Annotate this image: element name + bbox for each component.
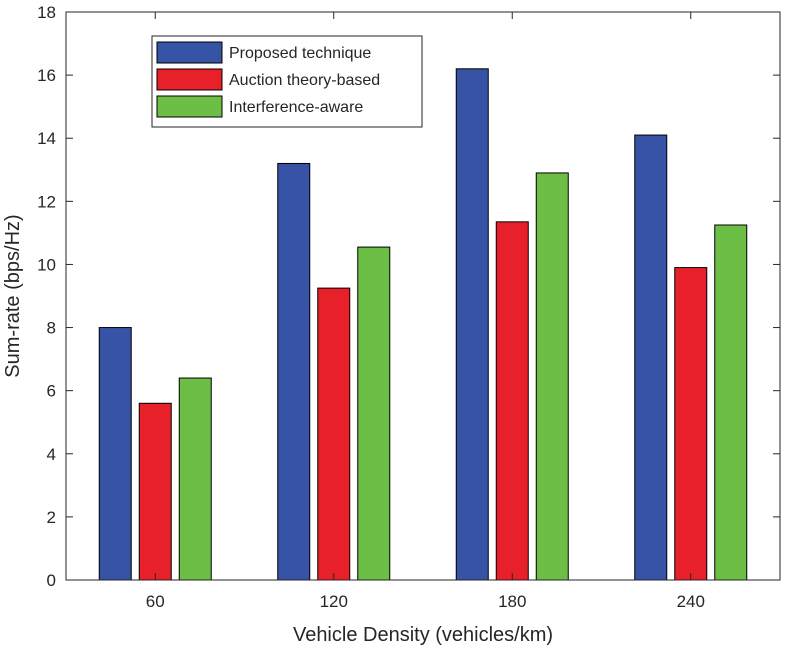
y-tick-label: 4 (47, 445, 56, 464)
legend-label-proposed-technique: Proposed technique (229, 45, 371, 62)
x-tick-label: 180 (498, 592, 526, 611)
x-tick-label: 240 (677, 592, 705, 611)
x-axis-label: Vehicle Density (vehicles/km) (293, 624, 553, 646)
x-tick-label: 60 (146, 592, 165, 611)
y-axis-label: Sum-rate (bps/Hz) (2, 214, 24, 377)
axes-layer (65, 11, 781, 581)
x-ticks: 60 120 180 240 (146, 12, 705, 611)
bar-proposed-technique-120 (277, 162, 311, 581)
bar-auction-theory-based-240 (674, 267, 708, 581)
y-tick-label: 16 (37, 66, 56, 85)
legend-swatch-auction-theory-based (156, 68, 223, 91)
bar-proposed-technique-60 (98, 327, 132, 581)
y-tick-label: 0 (47, 571, 56, 590)
y-ticks: 0 2 4 6 8 10 12 14 16 18 (37, 3, 780, 590)
y-tick-label: 2 (47, 508, 56, 527)
bars-layer (98, 68, 748, 581)
bar-interference-aware-240 (714, 224, 748, 581)
bar-auction-theory-based-60 (138, 402, 172, 581)
bar-auction-theory-based-180 (495, 221, 529, 581)
legend-label-interference-aware: Interference-aware (229, 99, 363, 116)
bar-proposed-technique-180 (455, 68, 489, 581)
y-tick-label: 14 (37, 129, 56, 148)
y-tick-label: 12 (37, 192, 56, 211)
bar-interference-aware-180 (535, 172, 569, 581)
y-tick-label: 8 (47, 319, 56, 338)
y-tick-label: 18 (37, 3, 56, 22)
bar-interference-aware-60 (178, 377, 212, 581)
legend-swatch-proposed-technique (156, 41, 223, 64)
legend-label-auction-theory-based: Auction theory-based (229, 72, 380, 89)
legend-swatch-interference-aware (156, 95, 223, 118)
plot-frame (65, 11, 781, 581)
x-tick-label: 120 (320, 592, 348, 611)
bar-proposed-technique-240 (634, 134, 668, 581)
y-tick-label: 6 (47, 382, 56, 401)
bar-interference-aware-120 (357, 246, 391, 581)
y-tick-label: 10 (37, 255, 56, 274)
bar-auction-theory-based-120 (317, 287, 351, 581)
legend: Proposed technique Auction theory-based In… (151, 35, 423, 128)
